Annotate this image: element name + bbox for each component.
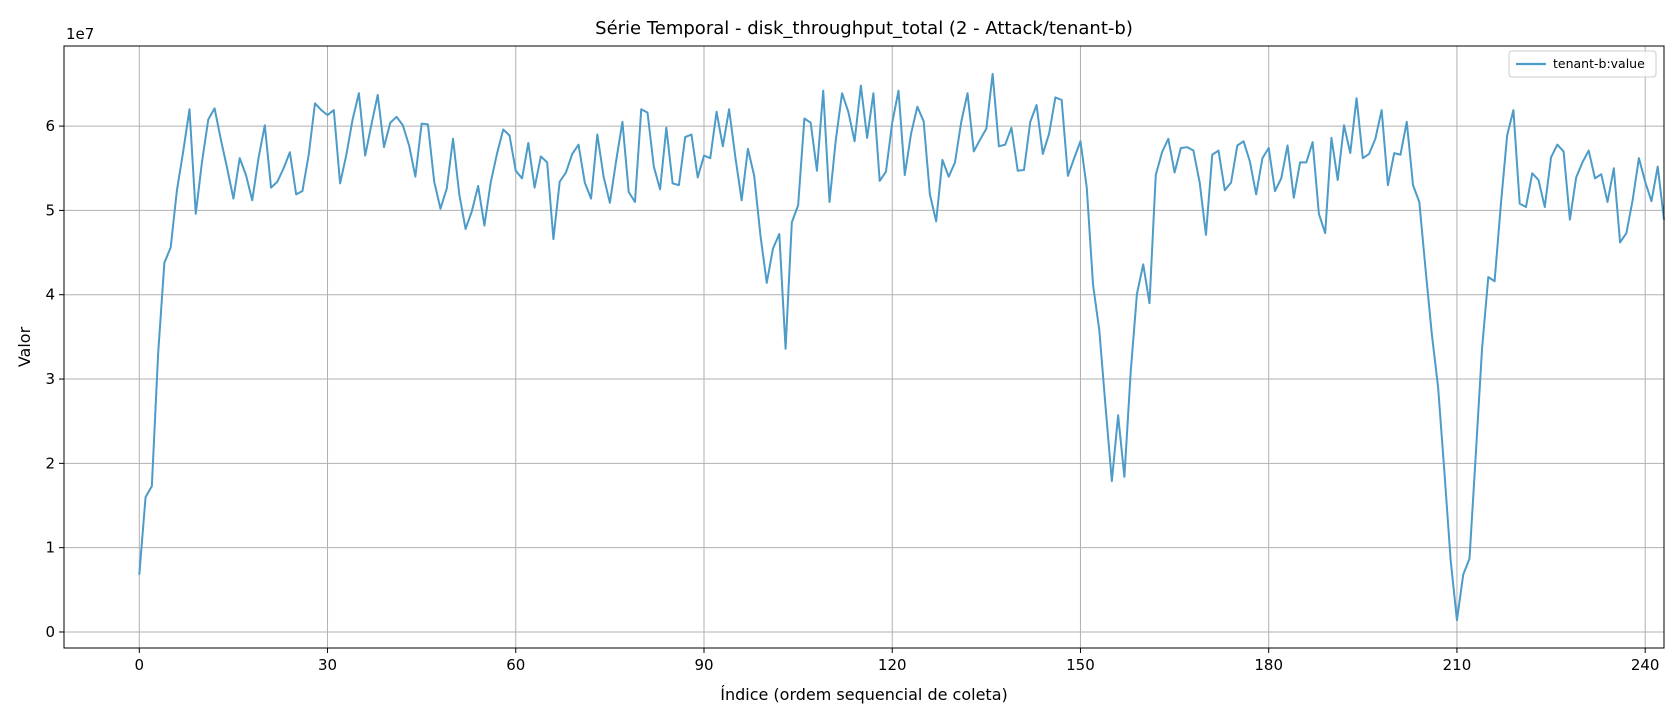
x-tick-label: 150	[1066, 656, 1095, 674]
y-tick-label: 3	[45, 370, 55, 388]
y-axis-offset-label: 1e7	[66, 25, 94, 43]
chart-title: Série Temporal - disk_throughput_total (…	[595, 18, 1133, 39]
y-axis-ticks: 0 1 2 3 4 5 6	[45, 117, 64, 641]
y-tick-label: 5	[45, 201, 55, 219]
legend-box	[1508, 50, 1657, 78]
x-tick-label: 90	[694, 656, 713, 674]
y-axis-label: Valor	[15, 326, 34, 367]
series-layer	[138, 72, 1665, 622]
y-tick-label: 6	[45, 117, 55, 135]
x-tick-label: 210	[1443, 656, 1472, 674]
series-line	[138, 72, 1665, 622]
y-tick-label: 1	[45, 539, 55, 557]
grid	[64, 46, 1664, 648]
y-tick-label: 4	[45, 286, 55, 304]
x-axis-label: Índice (ordem sequencial de coleta)	[720, 685, 1008, 704]
x-tick-label: 30	[318, 656, 337, 674]
y-tick-label: 0	[45, 623, 55, 641]
plot-frame	[63, 45, 1665, 649]
x-tick-label: 0	[135, 656, 145, 674]
x-tick-label: 240	[1631, 656, 1660, 674]
x-tick-label: 180	[1254, 656, 1283, 674]
legend: tenant-b:value	[1508, 50, 1657, 78]
legend-label: tenant-b:value	[1553, 56, 1645, 71]
x-axis-ticks: 0 30 60 90 120 150 180 210 240	[135, 648, 1660, 674]
y-tick-label: 2	[45, 454, 55, 472]
x-tick-label: 60	[506, 656, 525, 674]
x-tick-label: 120	[878, 656, 907, 674]
